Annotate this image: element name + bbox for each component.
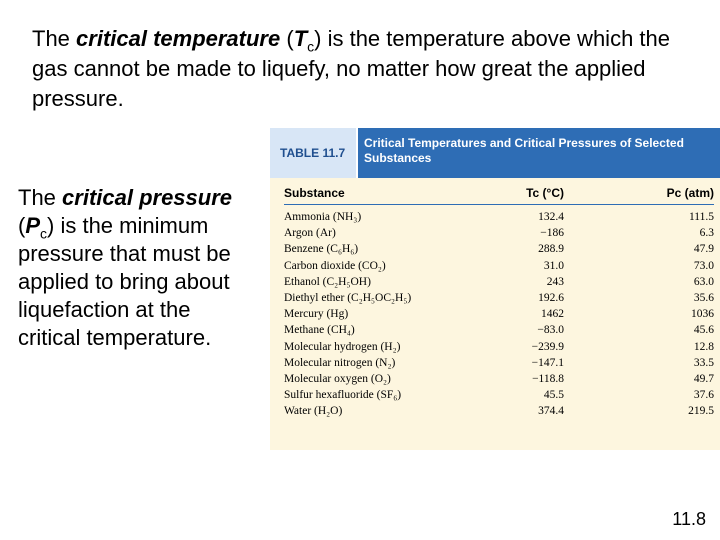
intro-symbol-sub: c xyxy=(307,38,315,55)
pc-cell: 111.5 xyxy=(688,211,714,224)
table-row: Molecular nitrogen (N₂) −147.1 33.5 xyxy=(284,355,714,371)
substance-cell: Molecular hydrogen (H₂) xyxy=(284,340,401,353)
substance-cell: Argon (Ar) xyxy=(284,227,336,240)
tc-cell: −118.8 xyxy=(532,372,564,385)
side-symbol: P xyxy=(25,213,41,238)
table-row: Argon (Ar) −186 6.3 xyxy=(284,225,714,241)
tc-cell: −239.9 xyxy=(531,340,564,353)
pc-cell: 219.5 xyxy=(688,405,714,418)
table-row: Carbon dioxide (CO₂) 31.0 73.0 xyxy=(284,258,714,274)
pc-cell: 6.3 xyxy=(699,227,714,240)
table-row: Methane (CH₄) −83.0 45.6 xyxy=(284,322,714,338)
tc-cell: 288.9 xyxy=(538,243,564,256)
table-row: Molecular oxygen (O₂) −118.8 49.7 xyxy=(284,371,714,387)
side-symbol-sub: c xyxy=(40,225,48,242)
pc-cell: 12.8 xyxy=(693,340,714,353)
substance-cell: Ethanol (C₂H₅OH) xyxy=(284,275,371,288)
pc-cell: 35.6 xyxy=(693,292,714,305)
substance-cell: Methane (CH₄) xyxy=(284,324,355,337)
side-paragraph: The critical pressure (Pc) is the minimu… xyxy=(18,184,258,352)
table-row: Ethanol (C₂H₅OH) 243 63.0 xyxy=(284,274,714,290)
tc-cell: 45.5 xyxy=(543,389,564,402)
pc-cell: 63.0 xyxy=(693,275,714,288)
intro-symbol: T xyxy=(293,26,308,51)
table-body: Ammonia (NH₃) 132.4 111.5 Argon (Ar) −186 6.3… xyxy=(284,209,714,419)
pc-cell: 1036 xyxy=(691,308,714,321)
intro-term: critical temperature xyxy=(76,26,281,51)
table-caption: Critical Temperatures and Critical Press… xyxy=(364,136,684,165)
table-row: Water (H₂O) 374.4 219.5 xyxy=(284,403,714,419)
substance-cell: Sulfur hexafluoride (SF₆) xyxy=(284,389,402,402)
substance-cell: Benzene (C₆H₆) xyxy=(284,243,359,256)
intro-symbol-open: ( xyxy=(280,26,294,51)
tc-cell: 1462 xyxy=(541,308,564,321)
column-header-substance: Substance xyxy=(284,186,345,200)
tc-cell: 374.4 xyxy=(538,405,564,418)
column-header-tc: Tc (°C) xyxy=(526,186,564,200)
table-row: Ammonia (NH₃) 132.4 111.5 xyxy=(284,209,714,225)
slide-number: 11.8 xyxy=(672,509,706,529)
intro-prefix: The xyxy=(32,26,77,51)
tc-cell: −186 xyxy=(540,227,564,240)
table-row: Diethyl ether (C₂H₅OC₂H₅) 192.6 35.6 xyxy=(284,290,714,306)
substance-cell: Molecular oxygen (O₂) xyxy=(284,372,391,385)
table-header-band: TABLE 11.7 Critical Temperatures and Cri… xyxy=(270,128,720,178)
substance-cell: Mercury (Hg) xyxy=(284,308,349,321)
table-row: Benzene (C₆H₆) 288.9 47.9 xyxy=(284,241,714,257)
substance-cell: Diethyl ether (C₂H₅OC₂H₅) xyxy=(284,292,412,305)
tc-cell: 132.4 xyxy=(538,211,564,224)
column-header-pc: Pc (atm) xyxy=(666,186,714,200)
side-term: critical pressure xyxy=(62,185,233,210)
pc-cell: 73.0 xyxy=(693,259,714,272)
table-row: Sulfur hexafluoride (SF₆) 45.5 37.6 xyxy=(284,387,714,403)
table-tag: TABLE 11.7 xyxy=(270,128,358,178)
tc-cell: −83.0 xyxy=(537,324,564,337)
pc-cell: 45.6 xyxy=(693,324,714,337)
substance-cell: Carbon dioxide (CO₂) xyxy=(284,259,386,272)
tc-cell: 243 xyxy=(546,275,564,288)
pc-cell: 47.9 xyxy=(693,243,714,256)
substance-cell: Ammonia (NH₃) xyxy=(284,211,362,224)
table-row: Molecular hydrogen (H₂) −239.9 12.8 xyxy=(284,339,714,355)
side-symbol-open: ( xyxy=(18,213,26,238)
substance-cell: Molecular nitrogen (N₂) xyxy=(284,356,396,369)
critical-values-table: TABLE 11.7 Critical Temperatures and Cri… xyxy=(270,128,720,450)
substance-cell: Water (H₂O) xyxy=(284,405,343,418)
side-prefix: The xyxy=(18,185,63,210)
pc-cell: 33.5 xyxy=(693,356,714,369)
side-rest: ) is the minimum pressure that must be a… xyxy=(18,213,231,350)
tc-cell: 192.6 xyxy=(538,292,564,305)
table-row: Mercury (Hg) 1462 1036 xyxy=(284,306,714,322)
pc-cell: 49.7 xyxy=(693,372,714,385)
pc-cell: 37.6 xyxy=(693,389,714,402)
table-column-headers: Substance Tc (°C) Pc (atm) xyxy=(284,182,714,205)
tc-cell: −147.1 xyxy=(531,356,564,369)
intro-rest: ) is the temperature above which the gas… xyxy=(32,26,670,111)
intro-paragraph: The critical temperature (Tc) is the tem… xyxy=(32,24,702,114)
tc-cell: 31.0 xyxy=(543,259,564,272)
